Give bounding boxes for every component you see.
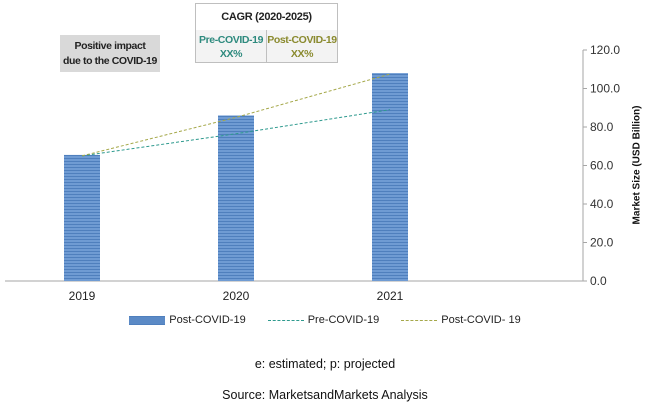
cagr-pre-label: Pre-COVID-19 (198, 34, 264, 46)
y-tick-label: 120.0 (590, 43, 620, 57)
estimated-note: e: estimated; p: projected (254, 357, 396, 371)
y-tick-label: 40.0 (590, 197, 614, 211)
cagr-pre-value: XX% (219, 48, 243, 60)
x-tick-label: 2019 (69, 289, 96, 303)
impact-box: Positive impact due to the COVID-19 (60, 35, 160, 72)
cagr-post-value: XX% (290, 48, 314, 60)
legend-swatch-pre (267, 319, 304, 321)
y-axis-label: Market Size (USD Billion) (631, 105, 643, 225)
legend-item-bar: Post-COVID-19 (129, 314, 246, 326)
impact-line2: due to the COVID-19 (63, 55, 157, 67)
cagr-post-label: Post-COVID-19 (267, 34, 337, 46)
line-pre-covid-19 (81, 109, 391, 157)
cagr-post: Post-COVID-19 XX% (266, 30, 337, 62)
x-tick-label: 2021 (377, 289, 404, 303)
legend-label-pre: Pre-COVID-19 (307, 314, 380, 326)
y-tick-label: 20.0 (590, 236, 614, 250)
y-tick-label: 80.0 (590, 120, 614, 134)
bar-2020 (218, 115, 254, 281)
cagr-box: CAGR (2020-2025) Pre-COVID-19 XX% Post-C… (195, 3, 338, 63)
y-tick-label: 100.0 (590, 82, 620, 96)
cagr-title: CAGR (2020-2025) (221, 11, 312, 23)
impact-line1: Positive impact (74, 40, 146, 52)
line-post-covid-19 (81, 73, 391, 157)
legend-item-pre: Pre-COVID-19 (267, 314, 380, 326)
bar-2019 (64, 154, 100, 281)
y-tick-label: 0.0 (590, 274, 607, 288)
bar-2021 (372, 73, 408, 281)
legend-swatch-post (401, 319, 438, 321)
y-tick-label: 60.0 (590, 159, 614, 173)
x-tick-label: 2020 (223, 289, 250, 303)
legend-item-post: Post-COVID- 19 (401, 314, 521, 326)
cagr-pre: Pre-COVID-19 XX% (196, 30, 266, 62)
legend-label-bar: Post-COVID-19 (169, 314, 246, 326)
legend: Post-COVID-19 Pre-COVID-19 Post-COVID- 1… (0, 314, 650, 326)
source-note: Source: MarketsandMarkets Analysis (222, 388, 428, 402)
legend-label-post: Post-COVID- 19 (441, 314, 521, 326)
legend-swatch-bar (129, 315, 166, 325)
